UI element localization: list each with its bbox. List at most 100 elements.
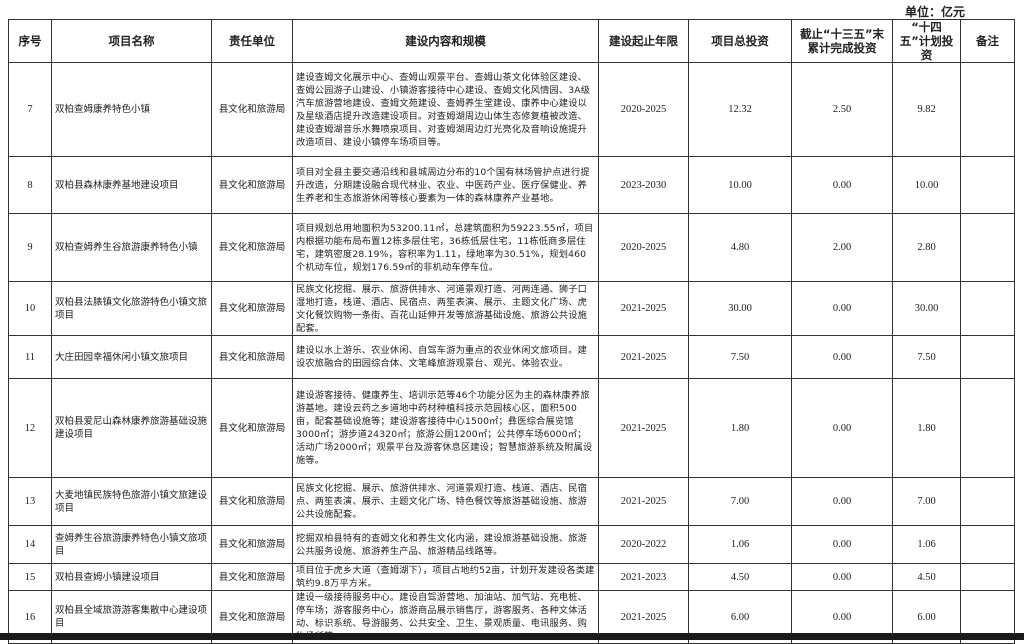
planned-investment: 1.80 (892, 378, 961, 478)
project-name: 双柏县爱尼山森林康养旅游基础设施建设项目 (51, 378, 212, 478)
total-investment: 4.50 (688, 563, 792, 591)
project-table: 序号 项目名称 责任单位 建设内容和规模 建设起止年限 项目总投资 截止“十三五… (8, 19, 1015, 644)
construction-period: 2021-2025 (598, 378, 689, 478)
planned-investment: 4.50 (892, 563, 961, 591)
total-investment: 1.80 (688, 378, 792, 478)
planned-investment: 7.50 (892, 335, 961, 379)
header-done: 截止“十三五”末累计完成投资 (791, 19, 893, 63)
construction-period: 2021-2025 (598, 281, 689, 336)
total-investment: 10.00 (688, 156, 792, 214)
table-row: 12 双柏县爱尼山森林康养旅游基础设施建设项目 县文化和旅游局 建设游客接待、健康养生… (8, 378, 1015, 478)
planned-investment: 2.80 (892, 213, 961, 282)
responsible-unit: 县文化和旅游局 (211, 525, 293, 564)
construction-period: 2020-2022 (598, 525, 689, 564)
total-investment: 4.80 (688, 213, 792, 282)
header-unit: 责任单位 (211, 19, 293, 63)
header-row: 序号 项目名称 责任单位 建设内容和规模 建设起止年限 项目总投资 截止“十三五… (8, 19, 1015, 63)
responsible-unit: 县文化和旅游局 (211, 477, 293, 526)
project-name: 查姆养生谷旅游康养特色小镇文旅项目 (51, 525, 212, 564)
row-number: 14 (8, 525, 52, 564)
construction-period: 2023-2030 (598, 156, 689, 214)
responsible-unit: 县文化和旅游局 (211, 62, 293, 157)
project-name: 双柏县法脿镇文化旅游特色小镇文旅项目 (51, 281, 212, 336)
completed-investment: 0.00 (791, 563, 893, 591)
remark (960, 477, 1015, 526)
construction-period: 2021-2023 (598, 563, 689, 591)
construction-content: 民族文化挖掘、展示、旅游供排水、河道景观打造、栈道、酒店、民宿点、两笙表演、展示… (292, 477, 599, 526)
construction-content: 项目规划总用地面积为53200.11㎡，总建筑面积为59223.55㎡，项目内根… (292, 213, 599, 282)
bottom-edge (0, 633, 1024, 640)
planned-investment: 9.82 (892, 62, 961, 157)
project-name: 大庄田园幸福休闲小镇文旅项目 (51, 335, 212, 379)
remark (960, 281, 1015, 336)
completed-investment: 0.00 (791, 477, 893, 526)
construction-period: 2020-2025 (598, 213, 689, 282)
responsible-unit: 县文化和旅游局 (211, 156, 293, 214)
planned-investment: 10.00 (892, 156, 961, 214)
construction-content: 建设游客接待、健康养生、培训示范等46个功能分区为主的森林康养旅游基地。建设云药… (292, 378, 599, 478)
remark (960, 563, 1015, 591)
table-row: 9 双柏查姆养生谷旅游康养特色小镇 县文化和旅游局 项目规划总用地面积为53200.1… (8, 213, 1015, 282)
project-name: 大麦地镇民族特色旅游小镇文旅建设项目 (51, 477, 212, 526)
construction-content: 建设查姆文化展示中心、查姆山观景平台、查姆山茶文化体验区建设、查姆公园游子山建设… (292, 62, 599, 157)
responsible-unit: 县文化和旅游局 (211, 378, 293, 478)
planned-investment: 7.00 (892, 477, 961, 526)
table-row: 14 查姆养生谷旅游康养特色小镇文旅项目 县文化和旅游局 挖掘双柏县特有的查姆文化和养… (8, 525, 1015, 564)
row-number: 12 (8, 378, 52, 478)
row-number: 7 (8, 62, 52, 157)
construction-content: 挖掘双柏县特有的查姆文化和养生文化内涵，建设旅游基础设施、旅游公共服务设施、旅游… (292, 525, 599, 564)
table-row: 7 双柏查姆康养特色小镇 县文化和旅游局 建设查姆文化展示中心、查姆山观景平台、查姆山… (8, 62, 1015, 157)
completed-investment: 0.00 (791, 156, 893, 214)
responsible-unit: 县文化和旅游局 (211, 281, 293, 336)
row-number: 11 (8, 335, 52, 379)
header-name: 项目名称 (51, 19, 212, 63)
construction-period: 2021-2025 (598, 335, 689, 379)
construction-content: 建设以水上游乐、农业休闲、自驾车游为重点的农业休闲文旅项目。建设农旅融合的田园综… (292, 335, 599, 379)
planned-investment: 1.06 (892, 525, 961, 564)
row-number: 9 (8, 213, 52, 282)
row-number: 10 (8, 281, 52, 336)
remark (960, 525, 1015, 564)
completed-investment: 0.00 (791, 335, 893, 379)
row-number: 13 (8, 477, 52, 526)
construction-content: 民族文化挖掘、展示、旅游供排水、河道景观打造、河两连通、狮子口湿地打造，栈道、酒… (292, 281, 599, 336)
total-investment: 12.32 (688, 62, 792, 157)
header-content: 建设内容和规模 (292, 19, 599, 63)
completed-investment: 2.50 (791, 62, 893, 157)
total-investment: 7.00 (688, 477, 792, 526)
header-note: 备注 (960, 19, 1015, 63)
responsible-unit: 县文化和旅游局 (211, 213, 293, 282)
construction-period: 2020-2025 (598, 62, 689, 157)
completed-investment: 0.00 (791, 378, 893, 478)
construction-content: 项目对全县主要交通沿线和县城周边分布的10个国有林场管护点进行提升改造，分期建设… (292, 156, 599, 214)
completed-investment: 0.00 (791, 281, 893, 336)
total-investment: 7.50 (688, 335, 792, 379)
header-no: 序号 (8, 19, 52, 63)
construction-period: 2021-2025 (598, 477, 689, 526)
row-number: 8 (8, 156, 52, 214)
table-row: 11 大庄田园幸福休闲小镇文旅项目 县文化和旅游局 建设以水上游乐、农业休闲、自驾车游… (8, 335, 1015, 379)
table-row: 13 大麦地镇民族特色旅游小镇文旅建设项目 县文化和旅游局 民族文化挖掘、展示、旅游供… (8, 477, 1015, 526)
remark (960, 213, 1015, 282)
total-investment: 30.00 (688, 281, 792, 336)
unit-label: 单位：亿元 (905, 5, 966, 19)
table-row: 15 双柏县查姆小镇建设项目 县文化和旅游局 项目位于虎乡大道（查姆湖下），项目占地约… (8, 563, 1015, 591)
remark (960, 156, 1015, 214)
completed-investment: 0.00 (791, 525, 893, 564)
row-number: 15 (8, 563, 52, 591)
planned-investment: 30.00 (892, 281, 961, 336)
project-name: 双柏查姆康养特色小镇 (51, 62, 212, 157)
responsible-unit: 县文化和旅游局 (211, 335, 293, 379)
responsible-unit: 县文化和旅游局 (211, 563, 293, 591)
table-row: 8 双柏县森林康养基地建设项目 县文化和旅游局 项目对全县主要交通沿线和县城周边分布的… (8, 156, 1015, 214)
remark (960, 335, 1015, 379)
project-name: 双柏县查姆小镇建设项目 (51, 563, 212, 591)
header-plan: “十四五”计划投资 (892, 19, 961, 63)
table-row: 10 双柏县法脿镇文化旅游特色小镇文旅项目 县文化和旅游局 民族文化挖掘、展示、旅游供… (8, 281, 1015, 336)
project-name: 双柏县森林康养基地建设项目 (51, 156, 212, 214)
remark (960, 378, 1015, 478)
completed-investment: 2.00 (791, 213, 893, 282)
header-period: 建设起止年限 (598, 19, 689, 63)
project-name: 双柏查姆养生谷旅游康养特色小镇 (51, 213, 212, 282)
total-investment: 1.06 (688, 525, 792, 564)
